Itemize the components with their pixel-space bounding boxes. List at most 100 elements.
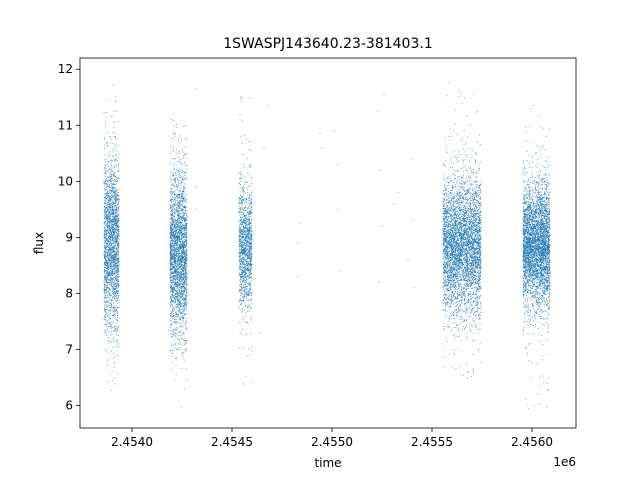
data-point xyxy=(180,322,182,324)
data-point xyxy=(179,299,181,301)
data-point xyxy=(103,280,105,282)
data-point xyxy=(181,316,183,318)
data-point xyxy=(116,287,118,289)
data-point xyxy=(112,183,114,185)
data-point xyxy=(113,221,114,222)
data-point xyxy=(104,308,106,310)
data-point xyxy=(170,261,172,262)
data-point xyxy=(175,240,177,242)
data-point xyxy=(181,172,183,174)
data-point xyxy=(110,261,112,263)
data-point xyxy=(114,273,116,274)
data-point xyxy=(116,218,118,220)
data-point xyxy=(174,193,176,195)
data-point xyxy=(175,197,176,199)
data-point xyxy=(184,218,186,220)
data-point xyxy=(107,246,109,248)
data-point xyxy=(182,234,184,236)
data-point xyxy=(179,235,181,237)
data-point xyxy=(104,284,106,286)
data-point xyxy=(112,190,114,191)
data-point xyxy=(176,229,178,231)
data-point xyxy=(106,206,107,208)
data-point xyxy=(113,254,115,255)
data-point xyxy=(185,287,187,289)
data-point xyxy=(112,188,114,190)
data-point xyxy=(185,219,187,220)
data-point xyxy=(173,280,175,282)
data-point xyxy=(113,274,115,276)
data-point xyxy=(183,207,185,208)
data-point xyxy=(113,201,114,203)
data-point xyxy=(113,338,115,340)
data-point xyxy=(107,273,109,274)
data-point xyxy=(106,330,108,332)
data-point xyxy=(186,288,188,290)
data-point xyxy=(177,339,179,341)
data-point xyxy=(172,183,174,185)
data-point xyxy=(115,231,117,233)
data-point xyxy=(118,191,119,193)
data-point xyxy=(179,135,181,137)
data-point xyxy=(107,182,109,184)
data-point xyxy=(114,314,115,315)
data-point xyxy=(178,202,180,203)
data-point xyxy=(114,237,116,239)
data-point xyxy=(172,246,174,248)
data-point xyxy=(249,224,250,226)
data-point xyxy=(116,198,118,200)
data-point xyxy=(115,160,117,161)
data-point xyxy=(106,219,108,220)
data-point xyxy=(113,189,114,191)
data-point xyxy=(185,294,187,296)
data-point xyxy=(182,315,184,317)
data-point xyxy=(117,277,119,279)
data-point xyxy=(104,309,106,311)
data-point xyxy=(186,330,188,332)
data-point xyxy=(173,297,175,298)
data-point xyxy=(185,276,187,278)
data-point xyxy=(185,252,187,254)
data-point xyxy=(186,178,188,180)
data-point xyxy=(186,277,188,279)
data-point xyxy=(182,344,184,346)
data-point xyxy=(110,192,112,193)
data-point xyxy=(116,201,118,203)
data-point xyxy=(110,210,112,212)
data-point xyxy=(105,181,107,183)
data-point xyxy=(115,244,116,246)
data-point xyxy=(182,257,184,259)
data-point xyxy=(180,276,182,278)
data-point xyxy=(115,253,117,255)
data-point xyxy=(175,259,177,261)
data-point xyxy=(184,232,186,234)
data-point xyxy=(111,207,113,209)
data-point xyxy=(184,299,186,301)
data-point xyxy=(178,268,180,270)
data-point xyxy=(176,224,178,226)
data-point xyxy=(107,253,109,254)
data-point xyxy=(106,271,108,273)
data-point xyxy=(178,314,180,316)
data-point xyxy=(112,200,114,202)
data-point xyxy=(171,298,173,300)
data-point xyxy=(175,298,177,300)
data-point xyxy=(183,300,185,302)
data-point xyxy=(114,273,115,274)
data-point xyxy=(117,258,118,260)
data-point xyxy=(109,222,111,224)
data-point xyxy=(178,248,180,250)
data-point xyxy=(186,309,188,311)
data-point xyxy=(176,284,178,286)
data-point xyxy=(110,239,112,241)
data-point xyxy=(110,272,112,274)
data-point xyxy=(110,253,112,255)
data-point xyxy=(178,175,180,177)
data-point xyxy=(171,239,173,241)
data-point xyxy=(170,287,172,289)
data-point xyxy=(185,255,186,257)
data-point xyxy=(108,179,110,181)
data-point xyxy=(176,195,178,197)
data-point xyxy=(181,209,182,211)
data-point xyxy=(118,258,120,260)
